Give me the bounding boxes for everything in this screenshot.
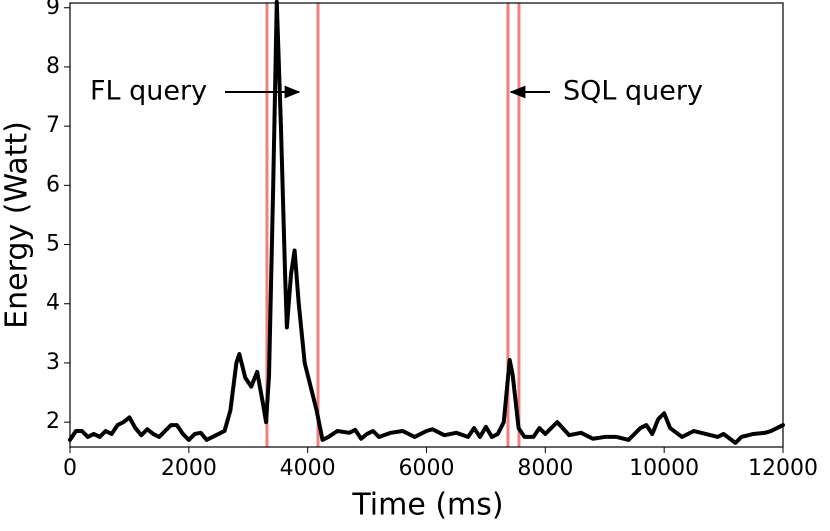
y-tick-label: 6 — [46, 172, 60, 197]
x-tick-label: 8000 — [517, 456, 573, 481]
x-tick-label: 10000 — [629, 456, 699, 481]
x-tick-label: 4000 — [280, 456, 336, 481]
y-tick-label: 8 — [46, 54, 60, 79]
y-axis-label: Energy (Watt) — [0, 121, 35, 329]
x-tick-label: 0 — [63, 456, 77, 481]
x-axis-label: Time (ms) — [351, 488, 503, 523]
x-tick-label: 6000 — [399, 456, 455, 481]
annotation: FL query — [90, 76, 207, 107]
y-tick-label: 5 — [46, 232, 60, 257]
y-tick-label: 3 — [46, 350, 60, 375]
y-tick-label: 9 — [46, 0, 60, 20]
y-tick-label: 7 — [46, 113, 60, 138]
plot-frame — [69, 2, 784, 448]
x-tick-label: 12000 — [748, 456, 818, 481]
x-tick-label: 2000 — [161, 456, 217, 481]
y-tick-label: 4 — [46, 291, 60, 316]
annotation: SQL query — [563, 76, 703, 107]
y-tick-label: 2 — [46, 409, 60, 434]
energy-line — [68, 0, 785, 445]
